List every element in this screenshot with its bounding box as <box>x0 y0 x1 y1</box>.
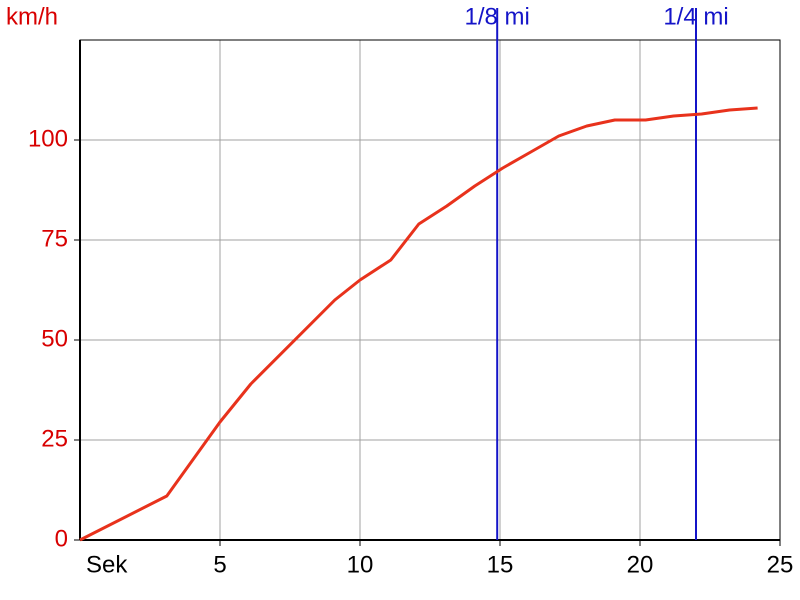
distance-marker-label: 1/8 mi <box>465 3 530 30</box>
x-tick-label: 5 <box>213 551 226 578</box>
y-tick-label: 50 <box>41 325 68 352</box>
y-tick-label: 0 <box>55 525 68 552</box>
y-tick-label: 100 <box>28 125 68 152</box>
y-tick-label: 75 <box>41 225 68 252</box>
speed-line <box>79 106 758 542</box>
x-tick-label: 20 <box>627 551 654 578</box>
y-axis-label: km/h <box>6 3 58 30</box>
distance-marker-label: 1/4 mi <box>663 3 728 30</box>
x-tick-label: 10 <box>347 551 374 578</box>
x-tick-label: 15 <box>487 551 514 578</box>
y-tick-label: 25 <box>41 425 68 452</box>
x-tick-label: 25 <box>767 551 794 578</box>
x-axis-label: Sek <box>86 551 128 578</box>
